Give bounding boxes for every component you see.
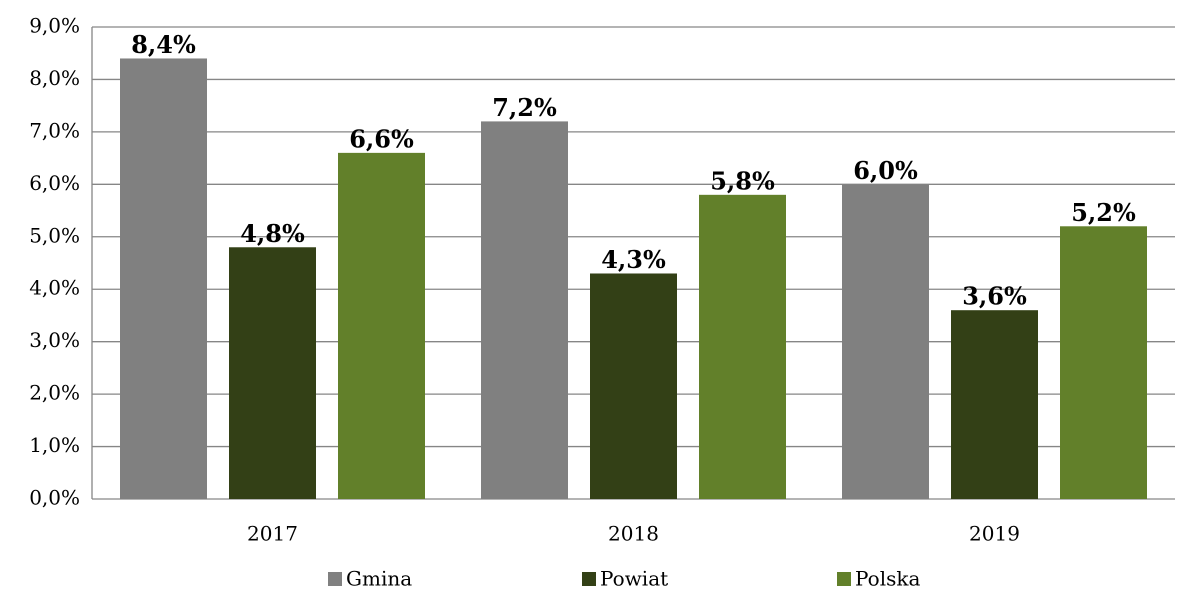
bar — [481, 121, 568, 500]
value-label: 5,2% — [1071, 198, 1136, 227]
y-tick-label: 0,0% — [29, 486, 80, 510]
y-tick-label: 7,0% — [29, 118, 80, 142]
x-tick-label: 2018 — [608, 522, 659, 546]
bar — [120, 58, 207, 499]
legend-label: Polska — [855, 567, 920, 591]
y-tick-label: 4,0% — [29, 276, 80, 300]
value-label: 6,0% — [853, 156, 918, 185]
legend-swatch — [582, 572, 596, 586]
y-tick-label: 9,0% — [29, 14, 80, 38]
bar — [699, 194, 786, 500]
value-label: 8,4% — [131, 30, 196, 59]
value-label: 5,8% — [710, 166, 775, 195]
y-tick-label: 2,0% — [29, 381, 80, 405]
bar — [229, 247, 316, 499]
y-tick-label: 1,0% — [29, 433, 80, 457]
y-tick-label: 6,0% — [29, 171, 80, 195]
bar — [842, 184, 929, 500]
bar — [951, 310, 1038, 499]
bar — [338, 152, 425, 499]
value-label: 4,3% — [601, 245, 666, 274]
value-label: 4,8% — [240, 219, 305, 248]
value-label: 7,2% — [492, 93, 557, 122]
x-tick-label: 2019 — [969, 522, 1020, 546]
value-label: 6,6% — [349, 124, 414, 153]
y-tick-label: 8,0% — [29, 66, 80, 90]
y-tick-label: 3,0% — [29, 328, 80, 352]
legend-swatch — [328, 572, 342, 586]
legend-swatch — [837, 572, 851, 586]
y-tick-label: 5,0% — [29, 223, 80, 247]
legend-label: Gmina — [346, 567, 412, 591]
bar — [1060, 226, 1147, 500]
bar — [590, 273, 677, 499]
x-tick-label: 2017 — [247, 522, 298, 546]
value-label: 3,6% — [962, 282, 1027, 311]
legend-label: Powiat — [600, 567, 668, 591]
